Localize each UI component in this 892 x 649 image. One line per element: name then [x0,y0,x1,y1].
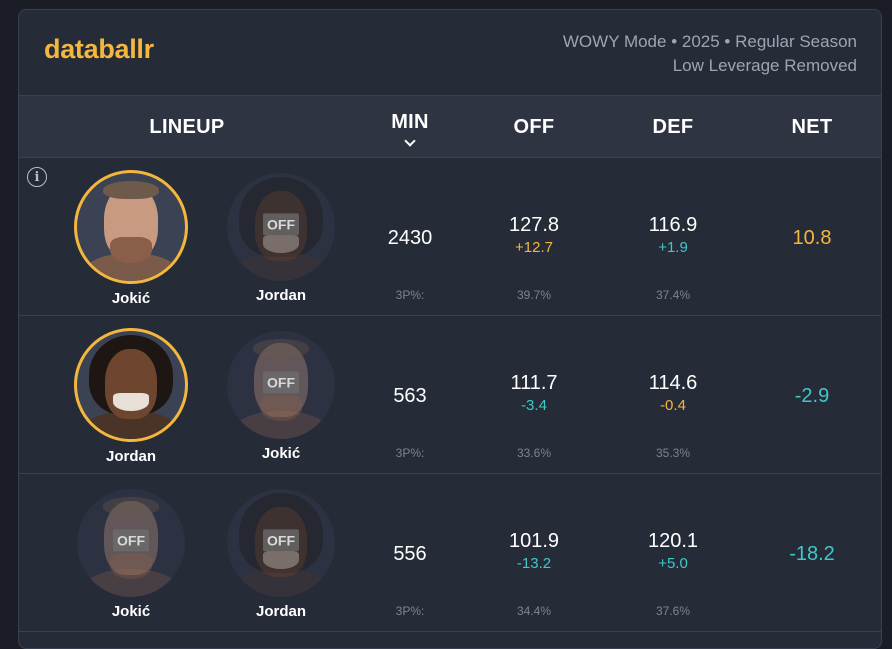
off-rating: 111.7 -3.4 [474,372,594,414]
lineup-player[interactable]: OFF Jokić [71,486,191,620]
def-rating-delta: +5.0 [658,555,688,572]
column-header-lineup: LINEUP [149,116,225,138]
mode-line: WOWY Mode • 2025 • Regular Season [562,32,857,51]
def-three-pt: 35.3% [655,446,691,460]
player-name: Jokić [261,445,301,462]
off-three-pt: 34.4% [516,604,552,618]
column-header-off[interactable]: OFF [513,116,555,138]
player-name: Jordan [105,448,156,465]
off-badge: OFF [263,371,299,394]
off-badge: OFF [263,529,299,552]
table-header: LINEUP MIN OFF DEF NET [19,95,881,159]
def-rating-delta: +1.9 [658,239,688,256]
def-rating-delta: -0.4 [660,397,686,414]
filter-line: Low Leverage Removed [672,56,857,75]
info-icon[interactable]: i [27,167,47,187]
net-rating-value: 10.8 [792,227,832,249]
def-rating: 114.6 -0.4 [613,372,733,414]
jokic-avatar: OFF [227,331,335,439]
off-badge: OFF [263,213,299,236]
mode-info: WOWY Mode • 2025 • Regular Season Low Le… [563,30,857,78]
jokic-avatar [74,170,188,284]
minutes-value: 2430 [387,227,433,249]
lineup-player[interactable]: Jordan [71,328,191,465]
off-rating-delta: -13.2 [516,555,552,572]
lineup-row[interactable]: Jordan OFF Jokić 563 111.7 -3.4 114.6 -0.4 -2.9 3… [19,316,881,474]
def-three-pt: 37.6% [655,604,691,618]
off-rating-delta: +12.7 [515,239,553,256]
off-badge: OFF [113,529,149,552]
off-rating: 101.9 -13.2 [474,530,594,572]
column-header-def[interactable]: DEF [652,116,694,138]
lineup-player[interactable]: OFF Jordan [221,170,341,304]
column-header-net[interactable]: NET [791,116,833,138]
def-three-pt: 37.4% [655,288,691,302]
def-rating-value: 116.9 [648,214,698,236]
wowy-card: databallr WOWY Mode • 2025 • Regular Sea… [18,9,882,649]
jokic-avatar: OFF [77,489,185,597]
off-three-pt: 39.7% [516,288,552,302]
lineup-player[interactable]: OFF Jordan [221,486,341,620]
def-rating: 116.9 +1.9 [613,214,733,256]
lineup-row[interactable]: i Jokić OFF Jordan 2430 127.8 +12.7 116.9 +1.9 10… [19,158,881,316]
net-rating-value: -2.9 [794,385,830,407]
three-pt-label: 3P%: [395,604,425,618]
databallr-logo[interactable]: databallr [44,34,154,64]
player-name: Jokić [111,603,151,620]
minutes-value: 556 [393,543,427,565]
three-pt-label: 3P%: [395,288,425,302]
off-rating-value: 111.7 [510,372,558,394]
jordan-avatar: OFF [227,489,335,597]
def-rating: 120.1 +5.0 [613,530,733,572]
off-rating-value: 101.9 [508,530,560,552]
jordan-avatar: OFF [227,173,335,281]
card-header: databallr WOWY Mode • 2025 • Regular Sea… [19,10,881,95]
def-rating-value: 114.6 [648,372,698,394]
lineup-row[interactable]: OFF Jokić OFF Jordan 556 101.9 -13.2 120.1 +5.0 -… [19,474,881,632]
player-name: Jordan [255,603,306,620]
off-rating-value: 127.8 [508,214,560,236]
column-header-min[interactable]: MIN [350,96,470,159]
off-three-pt: 33.6% [516,446,552,460]
player-name: Jokić [111,290,151,307]
chevron-down-icon[interactable] [404,134,416,147]
off-rating-delta: -3.4 [521,397,547,414]
lineup-player[interactable]: Jokić [71,170,191,307]
def-rating-value: 120.1 [647,530,699,552]
minutes-value: 563 [393,385,427,407]
net-rating-value: -18.2 [789,543,835,565]
three-pt-label: 3P%: [395,446,425,460]
off-rating: 127.8 +12.7 [474,214,594,256]
player-name: Jordan [255,287,306,304]
jordan-avatar [74,328,188,442]
lineup-player[interactable]: OFF Jokić [221,328,341,462]
